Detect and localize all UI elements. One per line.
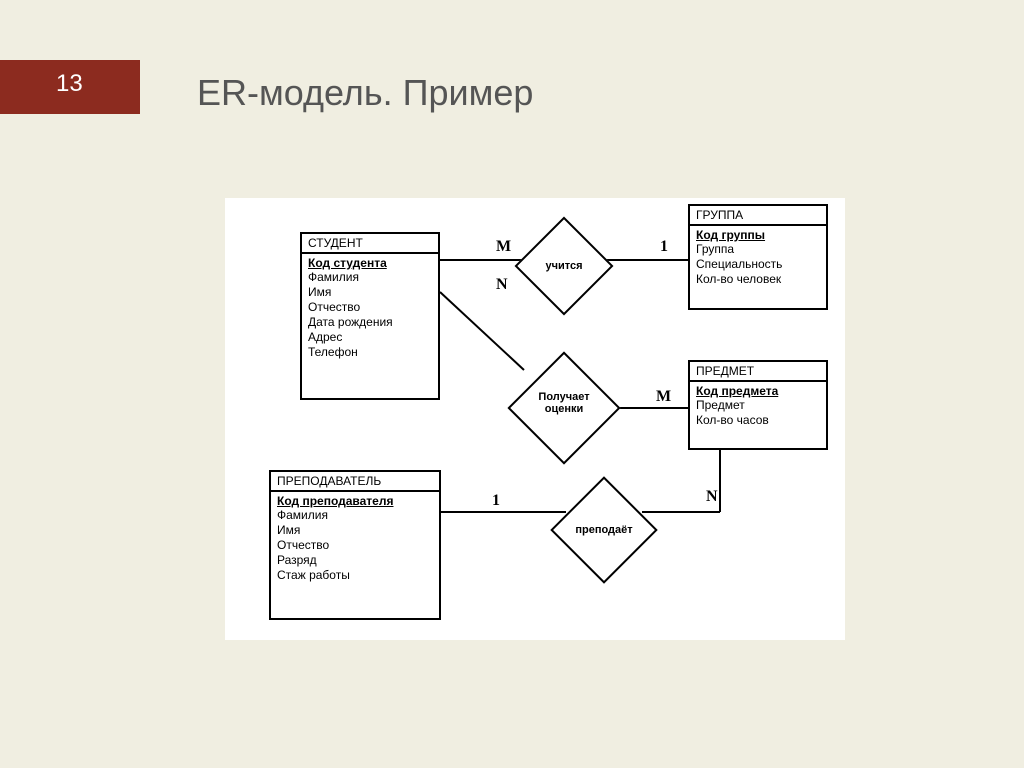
entity-group-attr: Кол-во человек: [696, 272, 820, 287]
entity-student-attr: Отчество: [308, 300, 432, 315]
cardinality-label: N: [496, 276, 508, 294]
entity-student-title: СТУДЕНТ: [302, 234, 438, 254]
entity-student-attr: Адрес: [308, 330, 432, 345]
entity-student-attr: Имя: [308, 285, 432, 300]
slide-number: 13: [56, 70, 83, 98]
entity-subject-attr: Кол-во часов: [696, 413, 820, 428]
cardinality-label: 1: [492, 492, 500, 510]
entity-teacher-title: ПРЕПОДАВАТЕЛЬ: [271, 472, 439, 492]
entity-teacher-attr: Фамилия: [277, 508, 433, 523]
entity-student-attr: Телефон: [308, 345, 432, 360]
slide: 13 ER-модель. Пример учится Получаетоцен…: [0, 0, 1024, 768]
relation-teaches-label: преподаёт: [544, 524, 664, 536]
cardinality-label: M: [656, 388, 671, 406]
entity-subject-title: ПРЕДМЕТ: [690, 362, 826, 382]
entity-subject-attrs: Код предмета Предмет Кол-во часов: [690, 382, 826, 430]
entity-student-attr: Фамилия: [308, 270, 432, 285]
entity-student-attrs: Код студента Фамилия Имя Отчество Дата р…: [302, 254, 438, 362]
entity-subject: ПРЕДМЕТ Код предмета Предмет Кол-во часо…: [688, 360, 828, 450]
entity-student: СТУДЕНТ Код студента Фамилия Имя Отчеств…: [300, 232, 440, 400]
entity-group-attrs: Код группы Группа Специальность Кол-во ч…: [690, 226, 826, 289]
entity-teacher-attr: Отчество: [277, 538, 433, 553]
entity-teacher-key: Код преподавателя: [277, 494, 433, 508]
relation-studies-label: учится: [504, 260, 624, 272]
cardinality-label: M: [496, 238, 511, 256]
entity-group-attr: Группа: [696, 242, 820, 257]
entity-subject-attr: Предмет: [696, 398, 820, 413]
entity-group-title: ГРУППА: [690, 206, 826, 226]
cardinality-label: 1: [660, 238, 668, 256]
cardinality-label: N: [706, 488, 718, 506]
entity-group-attr: Специальность: [696, 257, 820, 272]
relation-grades-label: Получаетоценки: [504, 391, 624, 415]
entity-group-key: Код группы: [696, 228, 820, 242]
entity-teacher-attr: Разряд: [277, 553, 433, 568]
entity-subject-key: Код предмета: [696, 384, 820, 398]
entity-student-attr: Дата рождения: [308, 315, 432, 330]
entity-teacher-attrs: Код преподавателя Фамилия Имя Отчество Р…: [271, 492, 439, 585]
entity-group: ГРУППА Код группы Группа Специальность К…: [688, 204, 828, 310]
entity-teacher-attr: Стаж работы: [277, 568, 433, 583]
entity-teacher-attr: Имя: [277, 523, 433, 538]
entity-teacher: ПРЕПОДАВАТЕЛЬ Код преподавателя Фамилия …: [269, 470, 441, 620]
slide-title: ER-модель. Пример: [197, 72, 533, 114]
entity-student-key: Код студента: [308, 256, 432, 270]
